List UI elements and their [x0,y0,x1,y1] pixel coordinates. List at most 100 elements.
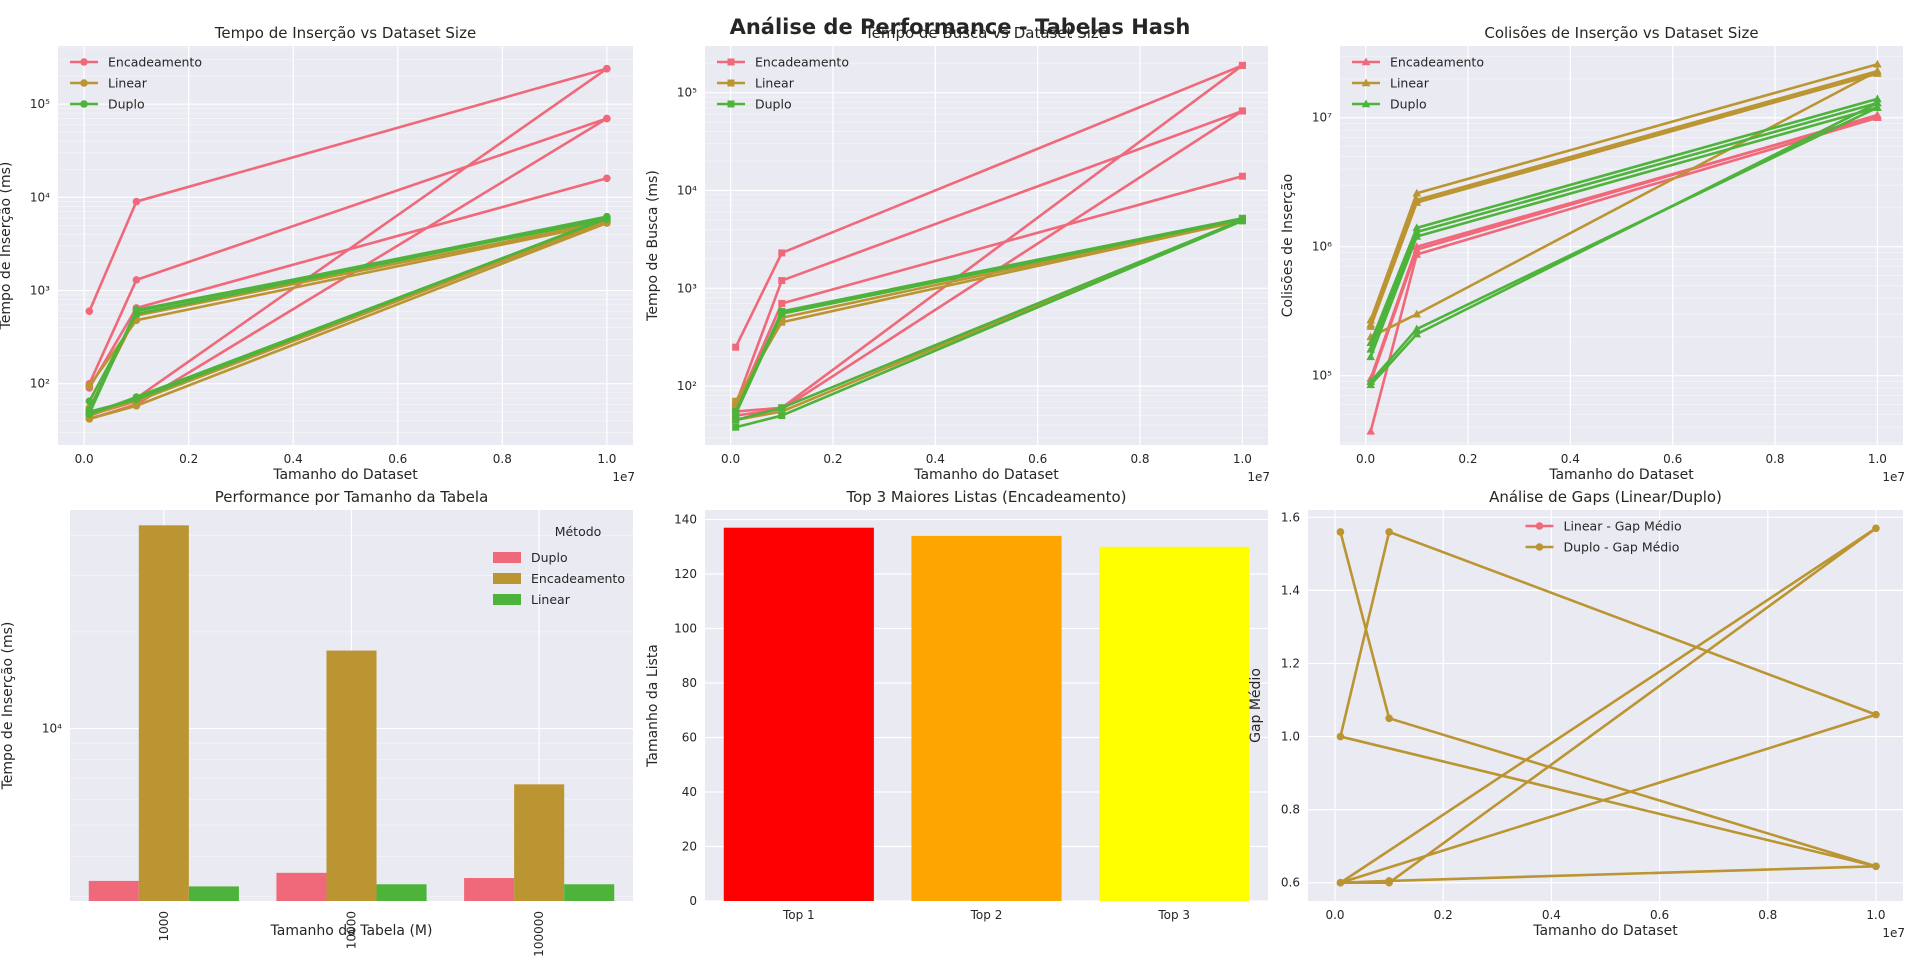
data-point [1336,528,1345,536]
data-point [732,397,740,405]
y-tick-label: 0.8 [1281,803,1300,817]
legend: Encadeamento Linear Duplo [717,55,849,112]
data-point [1385,714,1393,723]
bar-duplo [464,878,515,901]
legend: Encadeamento Linear Duplo [70,55,202,112]
data-point [132,393,141,401]
data-point [603,174,611,183]
data-point [778,318,786,326]
x-tick-label: 1000 [157,911,171,942]
y-tick-label: 20 [682,840,697,854]
legend-label: Duplo [531,550,568,565]
data-point [132,306,141,314]
x-tick-label: 0.0 [721,452,740,466]
x-tick-label: 0.4 [1542,908,1561,922]
data-point [85,307,94,315]
data-point [1412,329,1422,338]
x-axis-label: Tamanho da Tabela (M) [270,923,433,939]
data-point [1873,103,1882,111]
data-point [732,404,740,412]
data-point [778,412,786,420]
figure-title: Análise de Performance - Tabelas Hash [730,15,1191,39]
data-point [1412,188,1422,197]
x-tick-label: Top 2 [970,908,1003,922]
x-tick-label: 1.0 [597,452,616,466]
legend-label: Linear - Gap Médio [1564,519,1682,534]
y-tick-label: 10⁴ [42,722,62,736]
x-axis-label: Tamanho do Dataset [272,467,418,483]
chart-panel-2: Tempo de Busca vs Dataset Size Tamanho do… [645,24,1270,484]
legend: Linear - Gap Médio Duplo - Gap Médio [1525,519,1682,555]
x-tick-label: 1.0 [1868,452,1887,466]
y-tick-label: 80 [682,676,697,690]
series-linear-0 [1336,524,1880,887]
legend-label: Linear [108,76,148,91]
data-point [1412,324,1422,333]
data-point [1385,528,1393,536]
data-point [1366,380,1376,389]
data-point [1385,877,1393,885]
chart-title: Colisões de Inserção vs Dataset Size [1484,24,1758,42]
x-tick-label: 10000 [345,911,359,949]
data-point [1366,352,1376,361]
data-point [732,416,740,424]
data-point [1238,172,1246,180]
data-point [132,197,141,206]
x-tick-label: 100000 [532,911,546,957]
legend-title: Método [555,524,602,539]
y-tick-label: 10⁵ [1312,369,1332,383]
legend-label: Linear [755,76,795,91]
data-point [1872,862,1880,871]
chart-panel-3: Colisões de Inserção vs Dataset Size Tama… [1280,24,1905,484]
y-tick-label: 10⁴ [30,190,50,204]
legend: Encadeamento Linear Duplo [1352,55,1484,112]
x-axis-label: Tamanho do Dataset [1532,923,1678,939]
legend-marker [1361,99,1371,108]
y-tick-label: 1.0 [1281,730,1300,744]
y-tick-label: 0.6 [1281,876,1300,890]
legend-marker [1535,522,1544,530]
y-axis-label: Tempo de Inserção (ms) [0,162,14,331]
bar-linear [376,884,427,901]
x-tick-label: 0.2 [823,452,842,466]
data-point [732,423,740,431]
y-axis-label: Colisões de Inserção [1280,174,1296,318]
x-scale-label: 1e7 [612,470,635,484]
y-tick-label: 0 [689,894,697,908]
y-tick-label: 1.4 [1281,583,1300,597]
bar-encadeamento [514,784,565,901]
bar-2 [911,535,1062,901]
data-point [778,314,786,322]
y-tick-label: 10³ [30,284,50,298]
legend-label: Encadeamento [1390,55,1484,70]
bar-duplo [276,872,327,901]
data-point [778,299,786,307]
legend-marker [1361,78,1371,87]
series-duplo-11 [1366,98,1882,389]
legend: Método Duplo Encadeamento Linear [493,524,625,607]
x-tick-label: 0.8 [493,452,512,466]
bar-linear [188,886,239,901]
x-tick-label: 0.4 [1561,452,1580,466]
legend-swatch [493,594,521,605]
x-tick-label: 1.0 [1233,452,1252,466]
legend-marker [727,58,735,66]
bar-3 [1099,546,1250,901]
y-tick-label: 40 [682,785,697,799]
legend-label: Encadeamento [531,571,625,586]
x-tick-label: 0.6 [1028,452,1047,466]
chart-title: Tempo de Inserção vs Dataset Size [214,24,476,42]
data-point [1873,98,1882,107]
data-point [1412,223,1422,232]
data-point [778,404,786,412]
bar-encadeamento [138,525,189,901]
x-tick-label: 0.8 [1758,908,1777,922]
chart-panel-5: Top 3 Maiores Listas (Encadeamento) Taman… [645,488,1268,922]
y-axis-label: Tamanho da Lista [645,644,661,768]
x-scale-label: 1e7 [1247,470,1270,484]
data-point [778,310,786,318]
bar-linear [564,884,615,901]
chart-title: Análise de Gaps (Linear/Duplo) [1489,488,1722,506]
data-point [778,277,786,285]
